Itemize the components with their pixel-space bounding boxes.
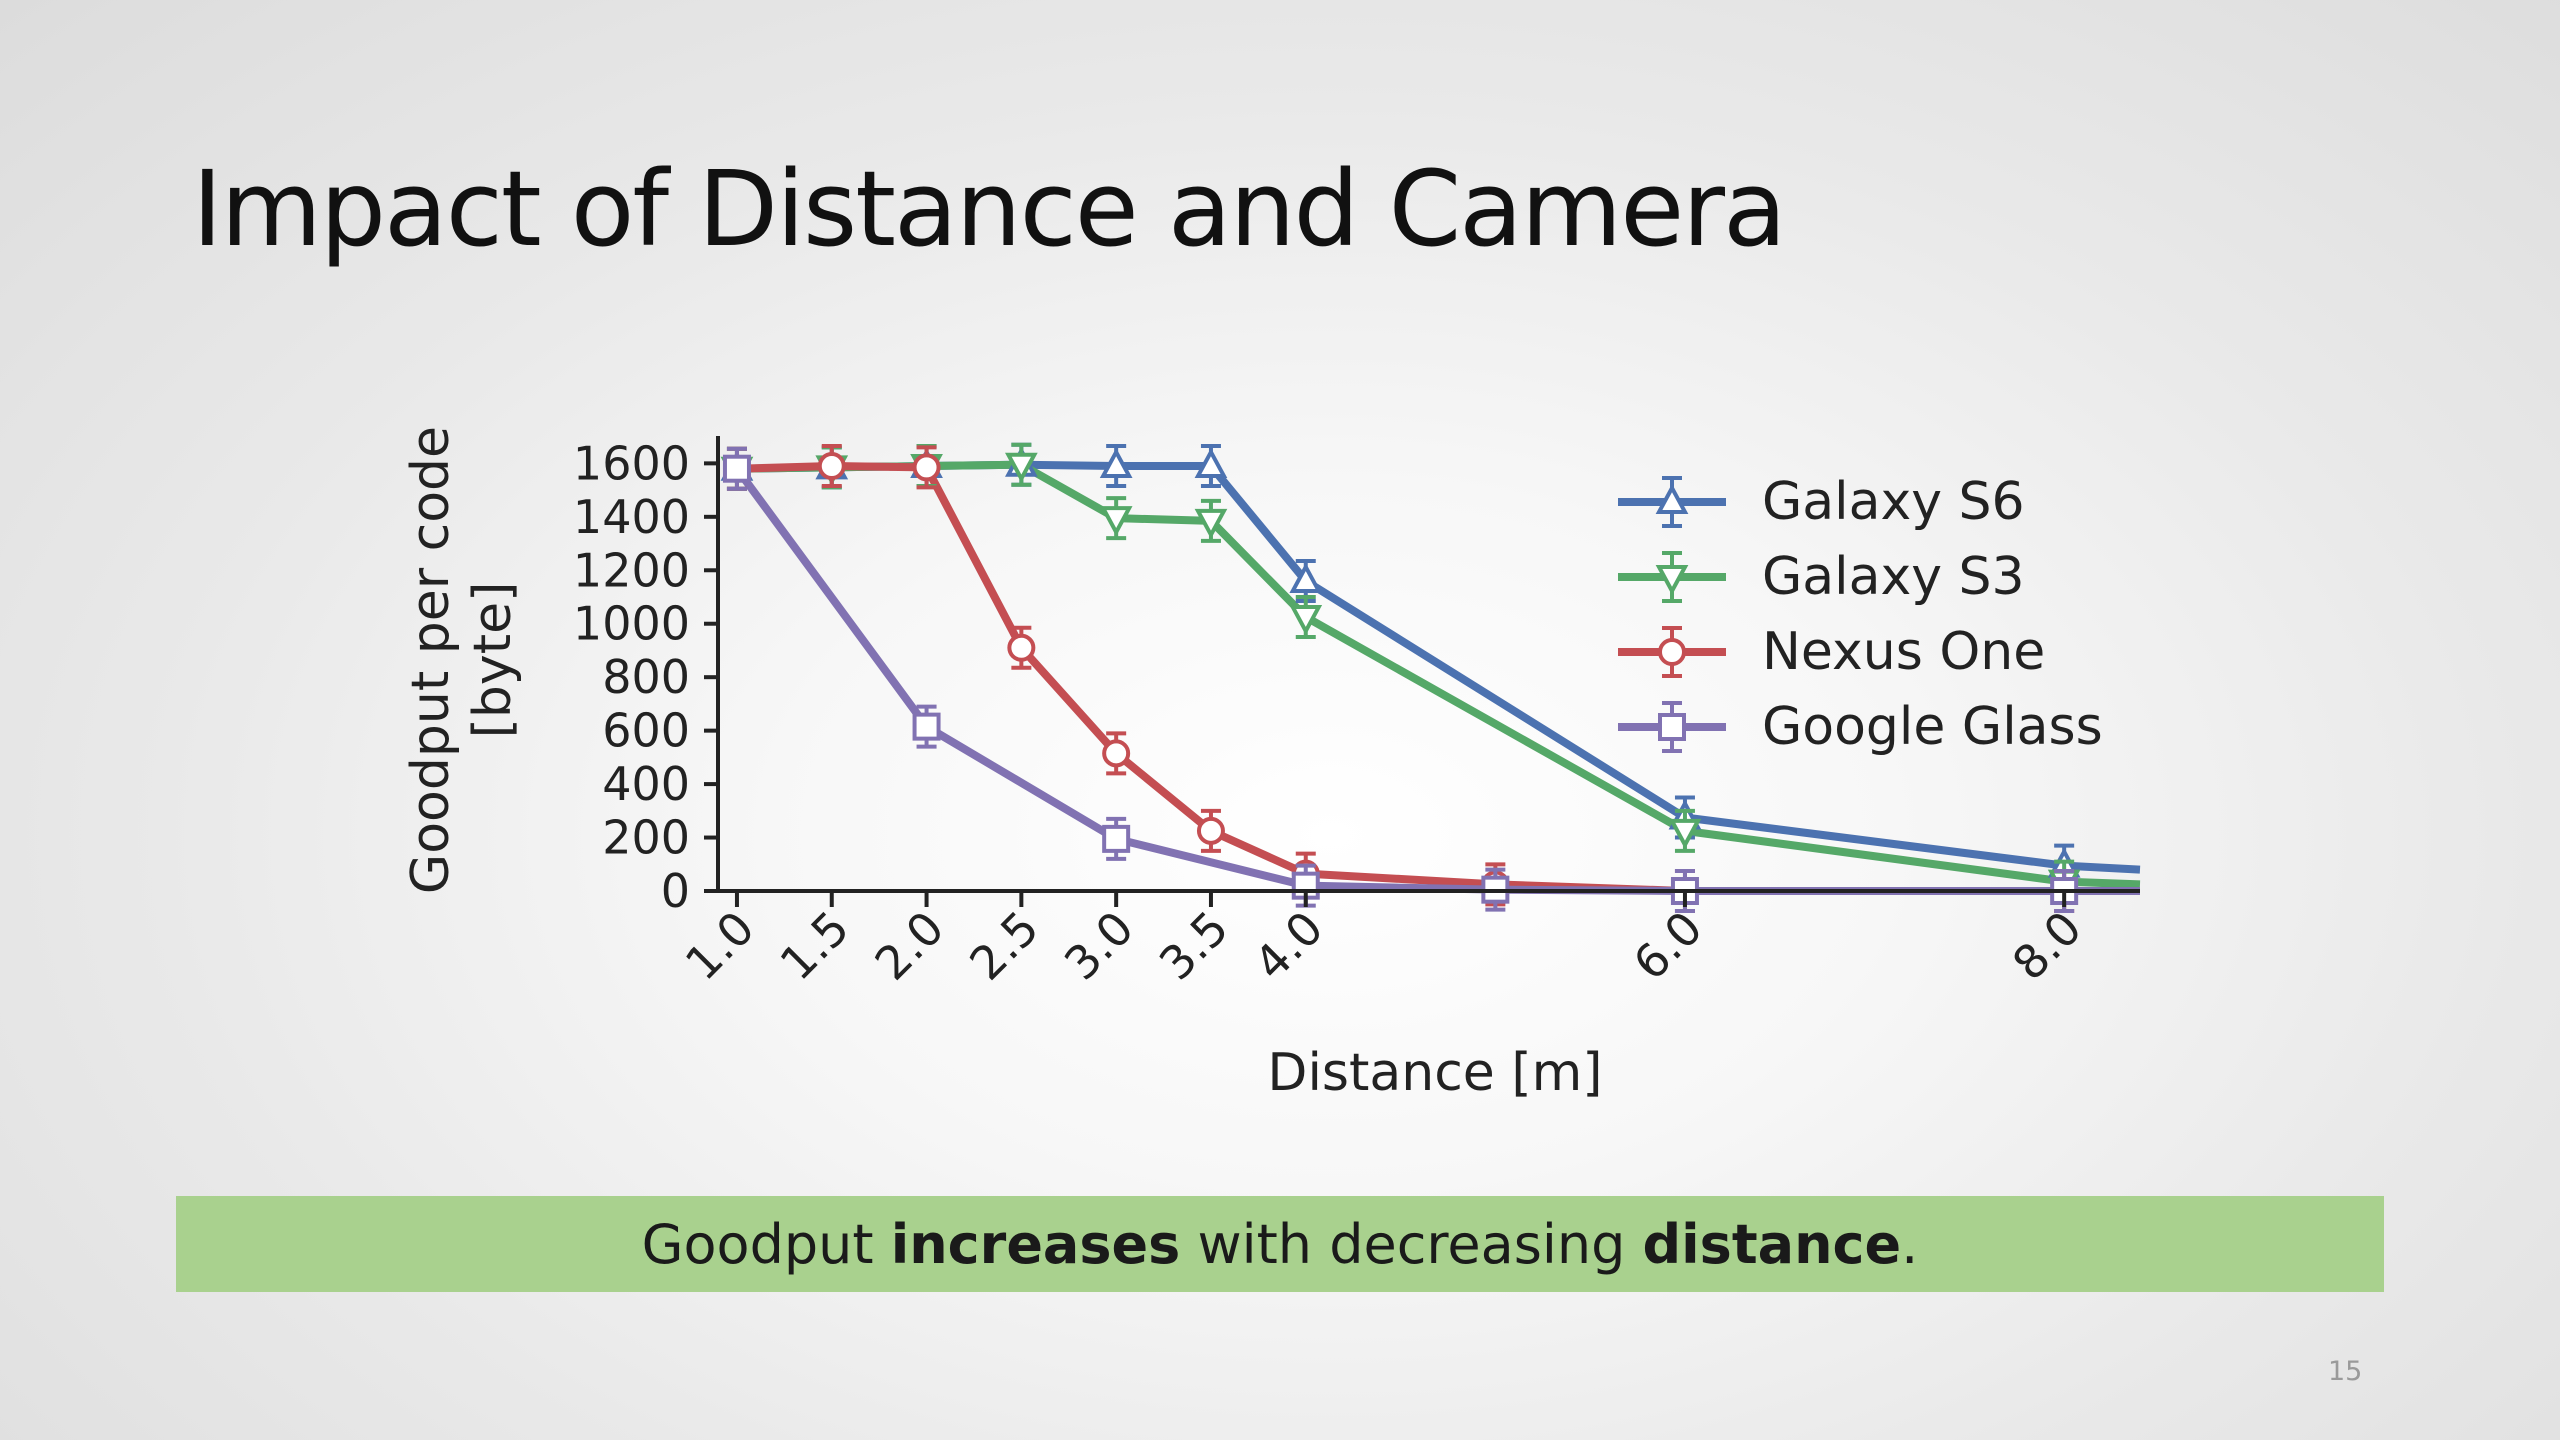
data-point-galaxy-s6	[1099, 447, 1133, 479]
y-tick-label: 800	[602, 650, 690, 704]
x-tick-label: 3.5	[1149, 901, 1239, 991]
y-tick-label: 600	[602, 704, 690, 758]
page-number: 15	[2328, 1356, 2363, 1387]
x-tick-label: 6.0	[1623, 901, 1713, 991]
y-tick-label: 1600	[573, 436, 690, 490]
data-point-nexus-one	[1102, 739, 1131, 768]
banner-text-part: .	[1901, 1212, 1919, 1276]
data-point-galaxy-s3	[1005, 452, 1038, 483]
legend-label-galaxy-s6: Galaxy S6	[1762, 472, 2025, 532]
data-point-galaxy-s3	[1668, 818, 1702, 850]
data-point-galaxy-s3	[1194, 508, 1228, 540]
y-tick-label: 1400	[573, 490, 690, 544]
data-point-galaxy-s6	[1289, 562, 1323, 593]
data-point-nexus-one	[1007, 633, 1036, 662]
x-tick-label: 1.5	[770, 901, 860, 991]
data-point-galaxy-s6	[1194, 447, 1228, 479]
banner-text-part: Goodput	[641, 1212, 891, 1276]
legend-label-google-glass: Google Glass	[1762, 697, 2103, 757]
legend-marker-nexus-one	[1658, 638, 1686, 666]
x-tick-label: 3.0	[1054, 901, 1144, 991]
data-point-google-glass	[722, 454, 751, 483]
y-tick-label: 200	[602, 811, 690, 865]
data-point-google-glass	[1102, 824, 1131, 853]
data-point-google-glass	[912, 712, 941, 741]
y-tick-label: 0	[661, 864, 690, 918]
banner-text-part: with decreasing	[1180, 1212, 1643, 1276]
legend-label-nexus-one: Nexus One	[1762, 622, 2045, 682]
y-axis-label: [byte]	[463, 582, 523, 739]
data-point-nexus-one	[1196, 816, 1225, 845]
y-axis-label: Goodput per code	[401, 426, 461, 894]
legend-label-galaxy-s3: Galaxy S3	[1762, 547, 2025, 607]
legend-marker-google-glass	[1658, 713, 1686, 741]
legend-marker-galaxy-s6	[1655, 483, 1689, 514]
x-tick-label: 2.5	[959, 901, 1049, 991]
y-tick-label: 1000	[573, 597, 690, 651]
y-tick-label: 400	[602, 757, 690, 811]
x-tick-label: 2.0	[864, 901, 954, 991]
takeaway-banner: Goodput increases with decreasing distan…	[176, 1196, 2384, 1292]
legend-marker-galaxy-s3	[1655, 565, 1689, 596]
x-tick-label: 8.0	[2002, 901, 2092, 991]
x-axis-label: Distance [m]	[1267, 1043, 1602, 1103]
banner-text-part: increases	[890, 1212, 1181, 1276]
data-point-galaxy-s3	[1289, 605, 1323, 636]
data-point-nexus-one	[912, 453, 941, 482]
y-tick-label: 1200	[573, 543, 690, 597]
x-tick-label: 4.0	[1244, 901, 1334, 991]
banner-text-part: distance	[1642, 1212, 1902, 1276]
data-point-nexus-one	[817, 452, 846, 481]
data-point-galaxy-s3	[1099, 506, 1133, 537]
slide-title: Impact of Distance and Camera	[192, 148, 1787, 270]
